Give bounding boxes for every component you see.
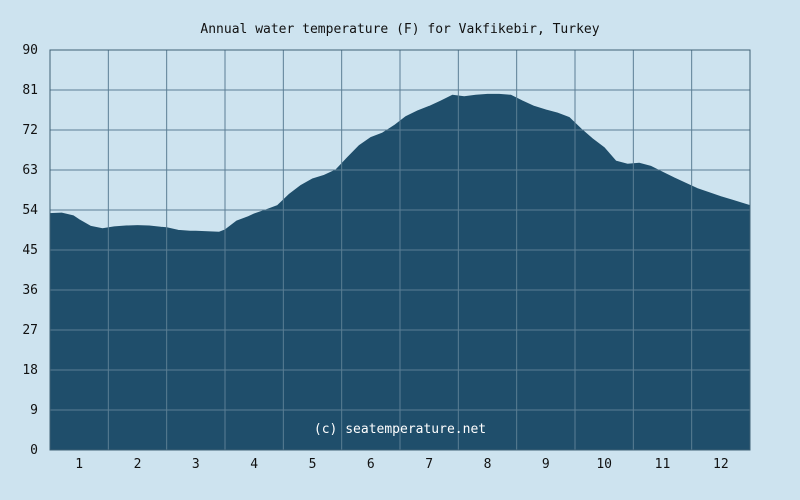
x-tick-label: 1 xyxy=(75,457,83,472)
x-tick-label: 4 xyxy=(250,457,258,472)
y-tick-label: 90 xyxy=(22,43,38,58)
y-tick-label: 72 xyxy=(22,123,38,138)
x-tick-label: 3 xyxy=(192,457,200,472)
y-tick-label: 45 xyxy=(22,243,38,258)
x-tick-label: 10 xyxy=(596,457,612,472)
x-tick-label: 8 xyxy=(484,457,492,472)
x-tick-label: 6 xyxy=(367,457,375,472)
x-tick-label: 7 xyxy=(425,457,433,472)
y-tick-label: 18 xyxy=(22,363,38,378)
y-tick-label: 36 xyxy=(22,283,38,298)
plot-frame xyxy=(49,49,751,451)
x-tick-label: 9 xyxy=(542,457,550,472)
y-tick-label: 81 xyxy=(22,83,38,98)
x-tick-label: 5 xyxy=(309,457,317,472)
y-tick-label: 54 xyxy=(22,203,38,218)
y-tick-label: 0 xyxy=(30,443,38,458)
y-tick-label: 27 xyxy=(22,323,38,338)
x-tick-label: 2 xyxy=(134,457,142,472)
chart-title: Annual water temperature (F) for Vakfike… xyxy=(200,22,599,37)
x-tick-label: 12 xyxy=(713,457,729,472)
y-tick-label: 9 xyxy=(30,403,38,418)
watermark: (c) seatemperature.net xyxy=(314,422,486,437)
y-tick-label: 63 xyxy=(22,163,38,178)
x-tick-label: 11 xyxy=(655,457,671,472)
